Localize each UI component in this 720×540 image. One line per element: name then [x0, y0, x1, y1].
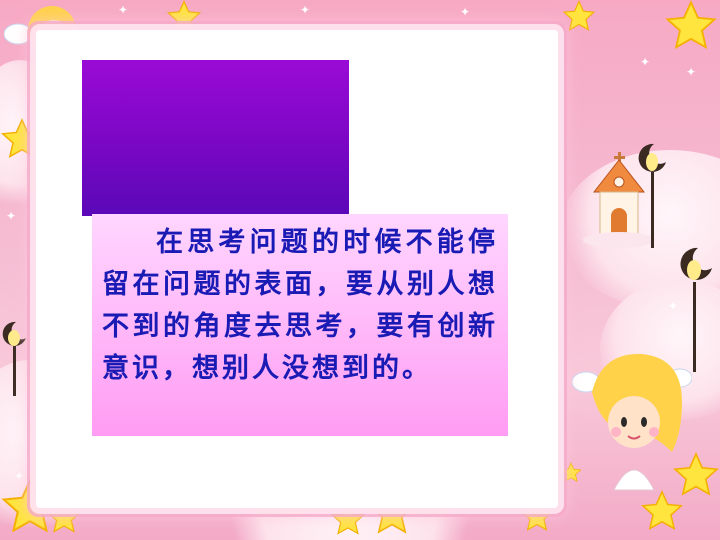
star-icon — [520, 500, 554, 531]
star-icon — [330, 502, 366, 535]
church-icon — [583, 152, 655, 248]
body-text: 在思考问题的时候不能停留在问题的表面，要从别人想不到的角度去思考，要有创新意识，… — [102, 227, 498, 384]
star-icon — [641, 490, 683, 530]
text-panel: 在思考问题的时候不能停留在问题的表面，要从别人想不到的角度去思考，要有创新意识，… — [92, 214, 508, 436]
sparkle-icon: ✦ — [118, 3, 129, 17]
star-icon — [665, 0, 717, 50]
star-icon — [673, 452, 719, 496]
moon-lamp-icon — [680, 247, 712, 372]
title-placeholder-block — [82, 60, 349, 216]
sparkle-icon: ✦ — [6, 209, 17, 223]
star-icon — [46, 500, 82, 533]
star-icon — [562, 0, 596, 31]
moon-lamp-icon — [638, 143, 666, 248]
sparkle-icon: ✦ — [668, 299, 679, 313]
star-icon — [166, 0, 202, 33]
sparkle-icon: ✦ — [686, 65, 697, 79]
sparkle-icon: ✦ — [300, 3, 311, 17]
angel-icon — [572, 353, 692, 491]
star-icon — [560, 462, 582, 482]
sparkle-icon: ✦ — [14, 469, 25, 483]
sparkle-icon: ✦ — [640, 55, 651, 69]
moon-lamp-icon — [2, 321, 27, 396]
sparkle-icon: ✦ — [460, 5, 471, 19]
